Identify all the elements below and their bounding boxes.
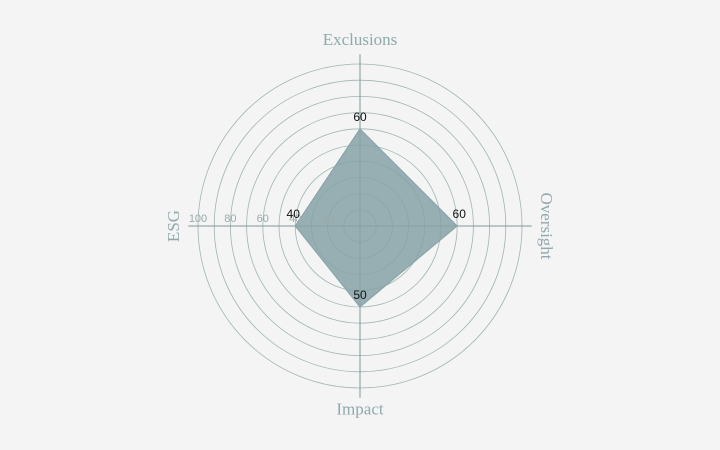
axis-label: Impact	[336, 400, 383, 419]
r-tick-label: 60	[257, 213, 269, 225]
r-tick-label: 100	[189, 213, 207, 225]
axis-label: Exclusions	[323, 30, 398, 49]
r-tick-label: 40	[289, 213, 301, 225]
radar-area	[294, 128, 458, 308]
value-label: 50	[353, 288, 367, 302]
axis-label: ESG	[164, 210, 183, 242]
r-tick-label: 80	[224, 213, 236, 225]
value-label: 60	[453, 207, 467, 221]
r-tick-label: 20	[321, 213, 333, 225]
value-label: 60	[353, 110, 367, 124]
axis-label: Oversight	[537, 192, 556, 259]
value-label: 40	[287, 207, 301, 221]
